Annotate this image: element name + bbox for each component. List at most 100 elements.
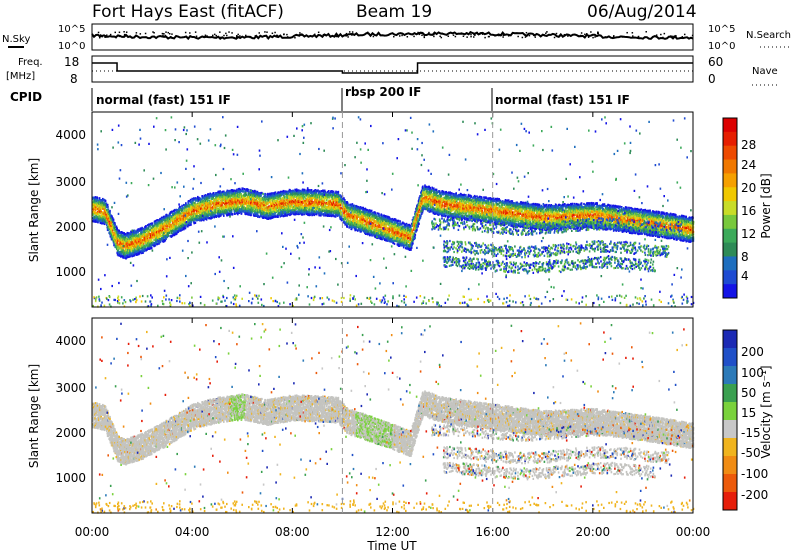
noise-search-dot: [660, 34, 662, 36]
noise-search-dot: [692, 35, 694, 37]
noise-search-dot: [424, 35, 426, 37]
noise-search-dot: [99, 37, 101, 39]
noise-search-dot: [267, 37, 269, 39]
freq-tick-top: 18: [64, 55, 79, 69]
power-cell: [107, 204, 109, 206]
power-cell: [185, 226, 187, 228]
noise-search-dot: [513, 32, 515, 34]
noise-search-dot: [109, 35, 111, 37]
noise-search-dot: [236, 35, 238, 37]
noise-search-dot: [417, 32, 419, 34]
power-cell: [118, 230, 120, 232]
noise-tick-bottom: 10^0: [58, 41, 85, 52]
noise-search-dot: [433, 34, 435, 36]
power-cell: [169, 232, 171, 234]
noise-search-dot: [598, 33, 600, 35]
noise-search-dot: [399, 35, 401, 37]
noise-search-dot: [124, 34, 126, 36]
noise-search-dot: [189, 32, 191, 34]
noise-search-dot: [323, 34, 325, 36]
cpid-segment-2: rbsp 200 IF: [345, 85, 421, 99]
power-cell: [143, 241, 145, 243]
power-cell: [242, 191, 244, 193]
noise-search-dot: [212, 35, 214, 37]
noise-search-dot: [283, 34, 285, 36]
noise-search-dot: [259, 32, 261, 34]
noise-search-dot: [588, 36, 590, 38]
power-cell: [151, 223, 153, 225]
noise-search-dot: [353, 33, 355, 35]
power-cell: [260, 194, 262, 196]
noise-search-dot: [502, 36, 504, 38]
noise-search-dot: [367, 32, 369, 34]
noise-search-dot: [424, 37, 426, 39]
power-cell: [195, 222, 197, 224]
noise-search-dot: [352, 31, 354, 32]
noise-search-dot: [421, 35, 423, 37]
noise-search-dot: [287, 36, 289, 38]
noise-search-dot: [274, 32, 276, 34]
noise-search-dot: [535, 36, 537, 38]
power-cell: [227, 209, 229, 211]
noise-search-dot: [378, 33, 380, 35]
noise-search-dot: [638, 36, 640, 38]
noise-search-dot: [119, 32, 121, 34]
power-cell: [109, 212, 111, 214]
noise-search-dot: [165, 31, 167, 33]
noise-search-dot: [428, 32, 430, 34]
noise-search-dot: [466, 32, 468, 34]
noise-search-dot: [214, 34, 216, 36]
noise-search-dot: [578, 35, 580, 37]
noise-search-dot: [155, 37, 157, 39]
noise-search-dot: [380, 34, 382, 36]
noise-search-dot: [272, 33, 274, 35]
noise-search-dot: [466, 36, 468, 38]
noise-search-dot: [675, 35, 677, 37]
freq-label-line1: Freq.: [18, 57, 43, 68]
power-cell: [131, 247, 133, 249]
noise-search-dot: [215, 35, 217, 37]
noise-search-dot: [494, 35, 496, 37]
power-cell: [105, 200, 107, 202]
noise-search-dot: [104, 36, 106, 38]
noise-search-dot: [167, 32, 169, 34]
noise-search-dot: [580, 35, 582, 37]
noise-search-dot: [114, 32, 116, 34]
noise-search-dot: [419, 34, 421, 36]
noise-search-dot: [615, 37, 617, 39]
noise-search-dot: [592, 37, 594, 39]
power-cell: [114, 224, 116, 226]
power-cell: [96, 208, 98, 210]
cpid-segment-1: normal (fast) 151 IF: [96, 93, 231, 107]
freq-label-line2: [MHz]: [6, 71, 35, 82]
noise-search-dot: [206, 35, 208, 37]
power-cell: [252, 203, 254, 205]
noise-search-dot: [351, 34, 353, 36]
power-cell: [107, 206, 109, 208]
noise-search-dot: [126, 31, 128, 32]
power-cell: [201, 196, 203, 198]
noise-search-dot: [607, 36, 609, 38]
noise-search-dot: [501, 34, 503, 36]
freq-tick-bottom: 8: [70, 72, 78, 86]
power-cell: [221, 214, 223, 216]
noise-search-dot: [171, 33, 173, 35]
power-cell: [176, 225, 178, 227]
noise-search-dot: [236, 36, 238, 38]
noise-search-dot: [594, 36, 596, 38]
noise-search-dot: [190, 36, 192, 38]
noise-search-dot: [529, 35, 531, 37]
noise-search-dot: [266, 31, 268, 32]
noise-search-dot: [177, 36, 179, 38]
power-cell: [121, 253, 123, 255]
noise-search-dot: [318, 32, 320, 34]
noise-search-dot: [277, 35, 279, 37]
noise-search-dot: [584, 34, 586, 36]
noise-search-dot: [470, 36, 472, 38]
power-cell: [141, 231, 143, 233]
noise-search-dot: [162, 35, 164, 37]
noise-right-tick-bottom: 10^0: [708, 41, 735, 52]
power-cell: [111, 215, 113, 217]
noise-right-tick-top: 10^5: [708, 24, 735, 35]
power-cell: [201, 204, 203, 206]
